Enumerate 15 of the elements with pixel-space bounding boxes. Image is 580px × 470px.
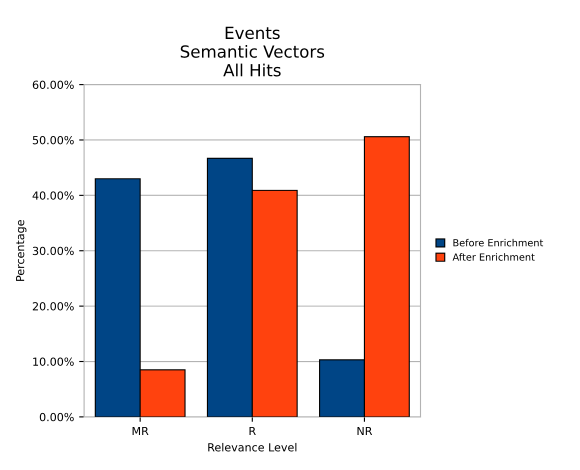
chart-title: Events Semantic Vectors All Hits (180, 26, 324, 77)
y-tick-label: 0.00% (40, 412, 74, 422)
y-tick-label: 20.00% (32, 302, 74, 311)
legend-label: Before Enrichment (453, 238, 544, 246)
x-axis-title: Relevance Level (208, 442, 296, 452)
y-tick-label: 60.00% (32, 80, 74, 89)
legend-label: After Enrichment (452, 253, 535, 261)
y-tick-label: 10.00% (33, 357, 74, 366)
x-tick-label: R (250, 426, 256, 436)
y-tick-label: 30.00% (32, 246, 74, 256)
y-axis-title: Percentage (16, 220, 26, 281)
y-tick-label: 50.00% (32, 136, 74, 144)
x-tick-label: MR (132, 426, 148, 436)
x-tick-label: NR (358, 426, 372, 436)
y-tick-label: 40.00% (32, 191, 74, 200)
